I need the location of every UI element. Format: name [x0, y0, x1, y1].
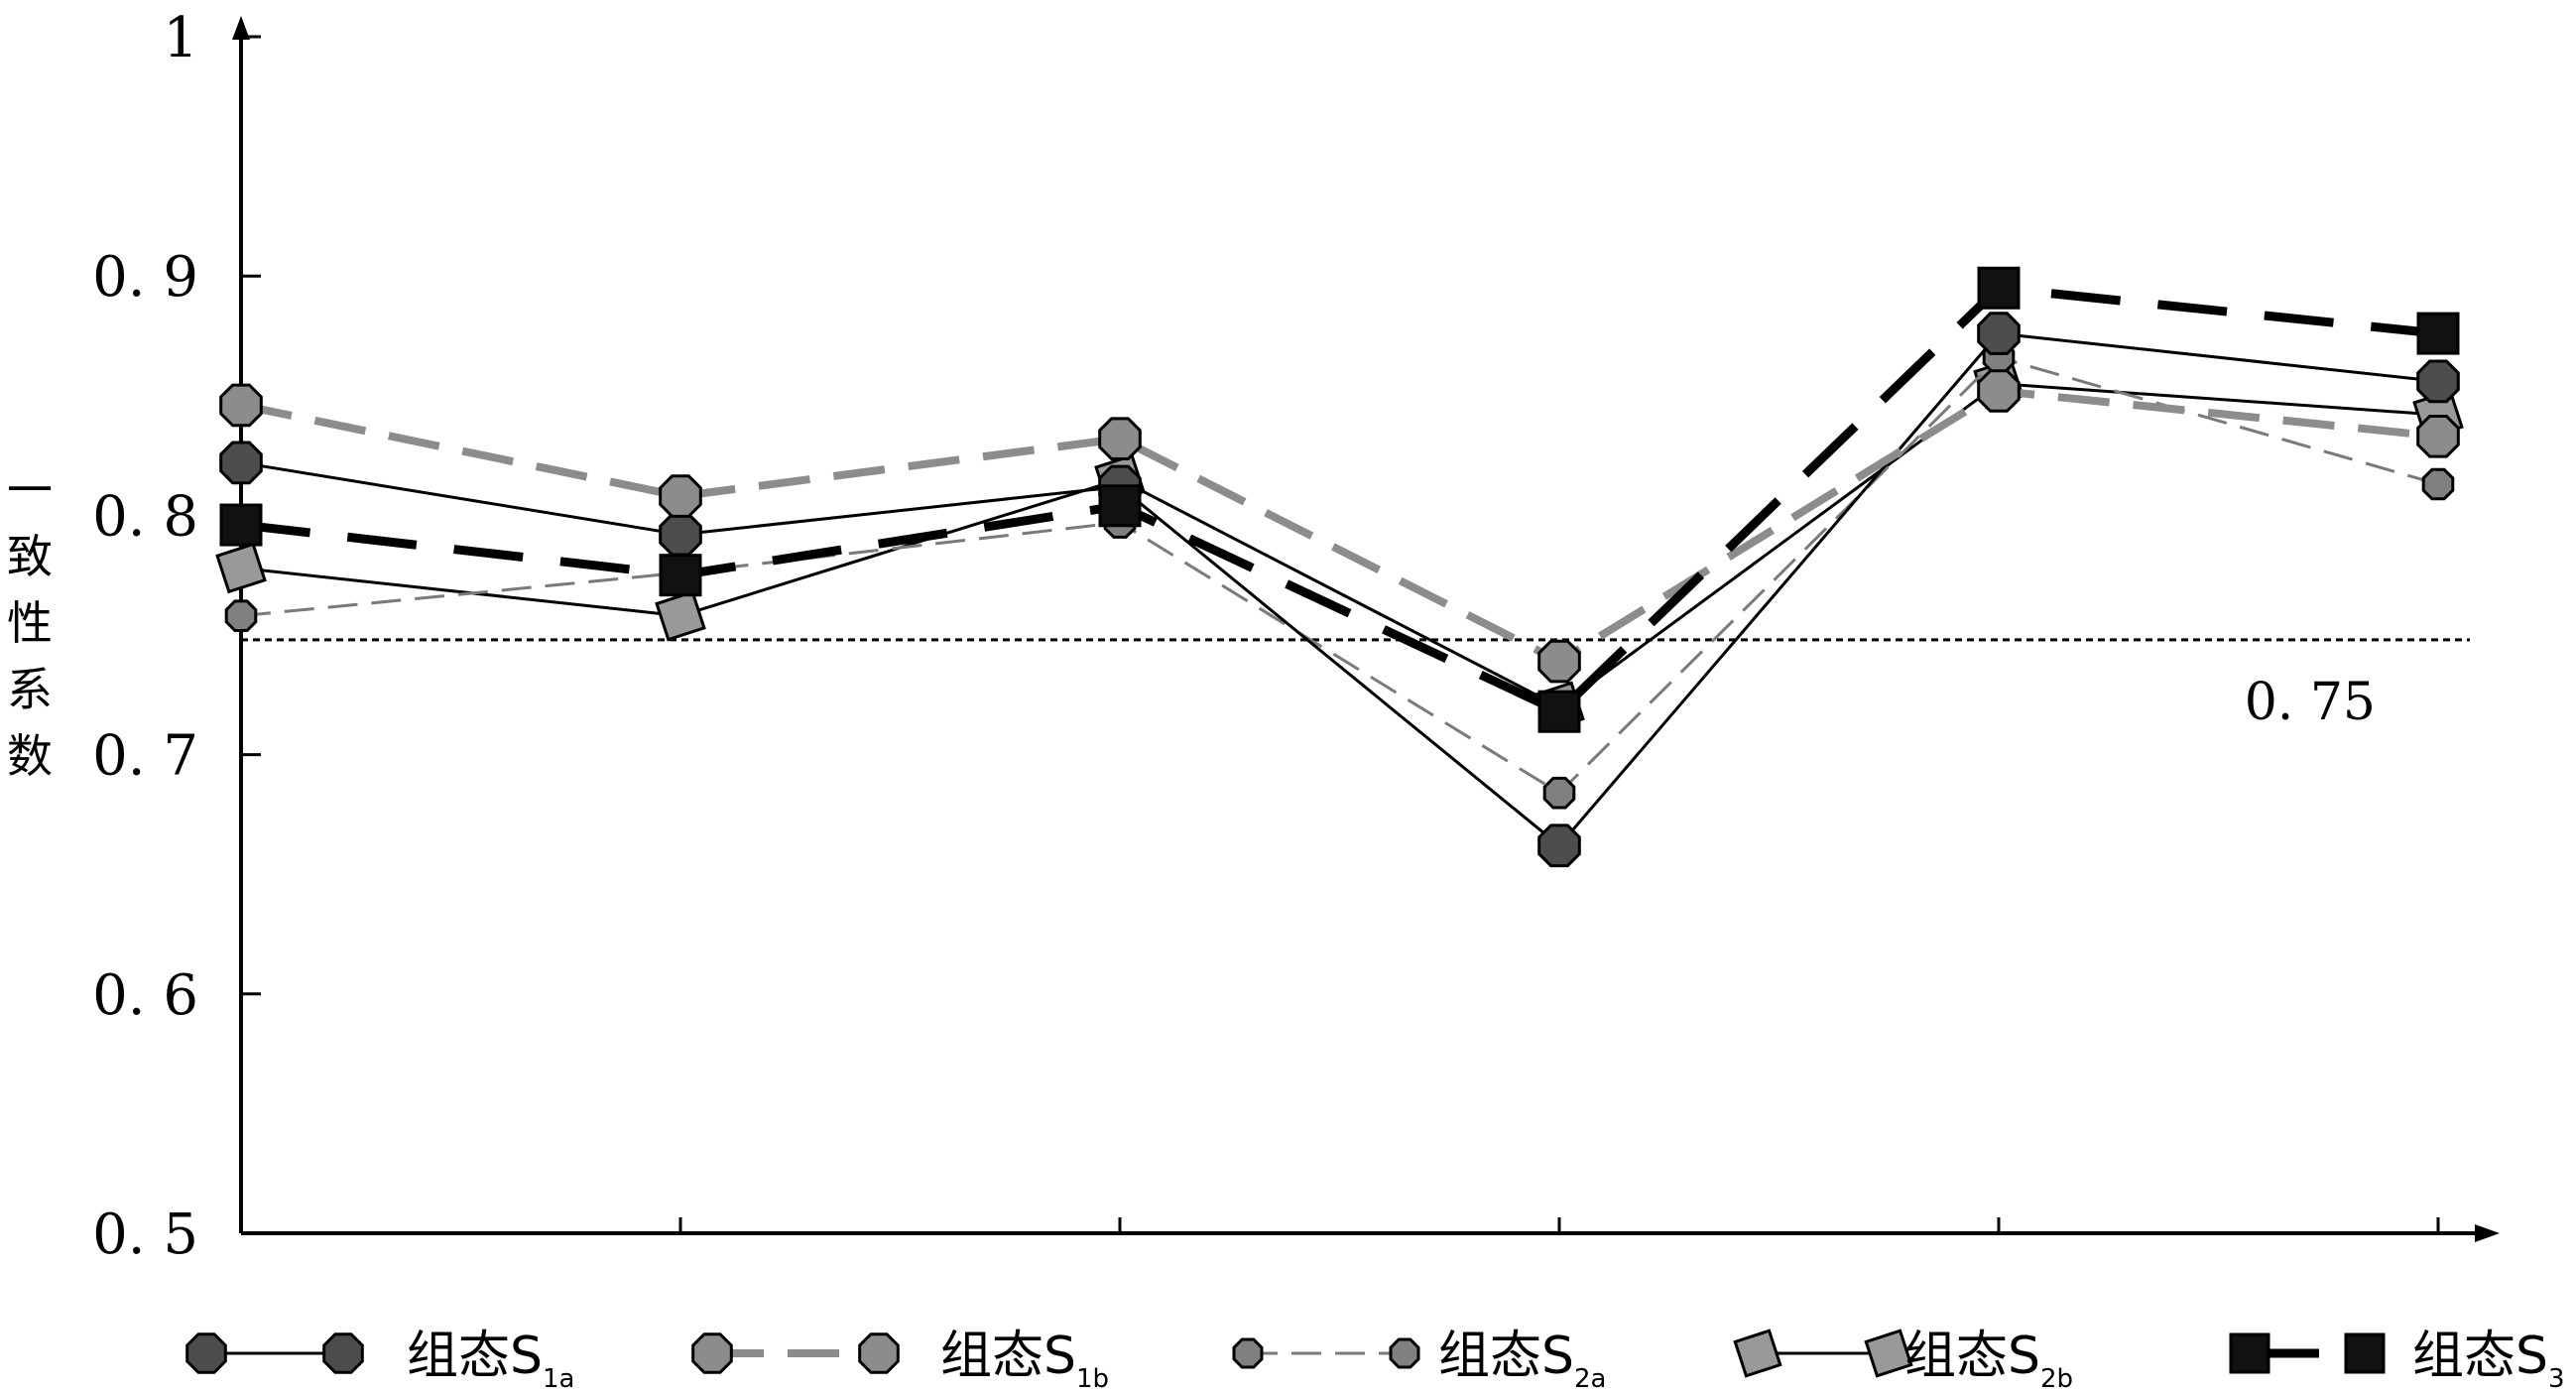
- series-2b: [215, 357, 2464, 733]
- legend-marker: [1232, 1337, 1264, 1369]
- legend-marker: [2344, 1332, 2386, 1374]
- data-point: [1537, 690, 1581, 733]
- data-point: [2421, 467, 2455, 501]
- legend-marker: [858, 1332, 900, 1374]
- data-point: [2416, 415, 2460, 458]
- legend-marker: [691, 1332, 733, 1374]
- data-point: [1537, 823, 1581, 868]
- y-axis-label-char: 致: [7, 530, 53, 583]
- legend-marker: [2229, 1332, 2270, 1374]
- x-axis-arrow: [2475, 1224, 2500, 1242]
- data-point: [219, 383, 263, 428]
- y-tick-label: 0. 7: [92, 724, 198, 789]
- legend-label: 组态S2b: [1904, 1327, 2073, 1393]
- data-point: [2416, 312, 2460, 355]
- series-2a: [224, 340, 2455, 810]
- data-point: [1098, 484, 1142, 528]
- y-tick-label: 0. 9: [92, 245, 198, 310]
- axes: 1 0. 9 0. 8 0. 7 0. 6 0. 5: [92, 6, 2500, 1267]
- legend-marker: [1733, 1329, 1782, 1378]
- y-tick-label: 0. 5: [92, 1203, 198, 1267]
- series-group: [215, 266, 2464, 868]
- legend-label: 组态S2a: [1438, 1327, 1607, 1393]
- y-tick-label: 1: [163, 6, 198, 70]
- data-point: [224, 599, 258, 632]
- y-axis-arrow: [232, 16, 250, 40]
- data-point: [659, 474, 702, 518]
- data-point: [219, 503, 263, 547]
- data-point: [1977, 369, 2021, 413]
- reference-line-label: 0. 75: [2245, 673, 2376, 732]
- legend-label: 组态S1b: [940, 1327, 1109, 1393]
- data-point: [1542, 776, 1576, 810]
- legend-item-1a: 组态S1a: [185, 1327, 575, 1393]
- series-line: [240, 355, 2439, 795]
- legend-marker: [185, 1332, 227, 1374]
- y-axis-label-char: 系: [7, 663, 53, 716]
- y-axis-label-char: 性: [7, 596, 53, 650]
- y-axis-label-char: 数: [7, 729, 53, 783]
- y-axis-label-char: 一: [7, 463, 53, 517]
- series-line: [240, 283, 2439, 716]
- legend-item-3: 组态S3: [2229, 1327, 2565, 1393]
- legend-item-1b: 组态S1b: [691, 1327, 1109, 1393]
- series-1a: [219, 312, 2460, 868]
- data-point: [659, 512, 702, 557]
- data-point: [1977, 312, 2021, 355]
- legend-marker: [322, 1332, 364, 1374]
- data-point: [1537, 639, 1581, 684]
- legend-marker: [1864, 1329, 1913, 1378]
- series-1b: [219, 369, 2460, 684]
- data-point: [655, 589, 706, 642]
- data-point: [1977, 266, 2021, 310]
- y-tick-label: 0. 6: [92, 963, 198, 1028]
- legend-label: 组态S1a: [407, 1327, 575, 1393]
- data-point: [2416, 359, 2460, 404]
- legend-item-2a: 组态S2a: [1232, 1327, 1607, 1393]
- series-line: [240, 382, 2439, 708]
- series-line: [240, 331, 2439, 847]
- legend-marker: [1389, 1337, 1420, 1369]
- reference-line-group: 0. 75: [241, 638, 2470, 732]
- series-line: [240, 387, 2439, 666]
- y-tick-label: 0. 8: [92, 484, 198, 549]
- legend-label: 组态S3: [2412, 1327, 2565, 1393]
- data-point: [219, 441, 263, 485]
- data-point: [1098, 417, 1142, 460]
- legend: 组态S1a 组态S1b 组态S2a 组态S2b 组态S3: [185, 1327, 2565, 1393]
- data-point: [659, 554, 702, 597]
- legend-item-2b: 组态S2b: [1733, 1327, 2073, 1393]
- data-point: [215, 542, 267, 594]
- series-3: [219, 266, 2460, 733]
